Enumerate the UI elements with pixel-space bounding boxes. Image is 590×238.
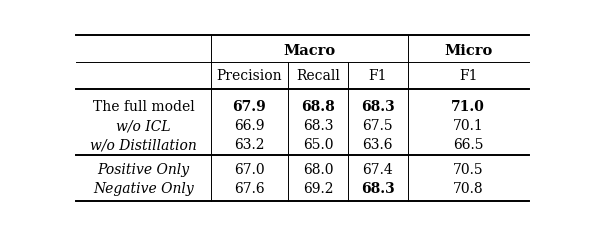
Text: 69.2: 69.2 xyxy=(303,182,333,196)
Text: 68.0: 68.0 xyxy=(303,163,333,177)
Text: Recall: Recall xyxy=(296,69,340,83)
Text: Negative Only: Negative Only xyxy=(93,182,194,196)
Text: 63.6: 63.6 xyxy=(363,138,393,152)
Text: Micro: Micro xyxy=(444,44,492,58)
Text: Positive Only: Positive Only xyxy=(97,163,189,177)
Text: w/o ICL: w/o ICL xyxy=(116,119,171,133)
Text: w/o Distillation: w/o Distillation xyxy=(90,138,197,152)
Text: 67.6: 67.6 xyxy=(234,182,265,196)
Text: 67.5: 67.5 xyxy=(362,119,393,133)
Text: The full model: The full model xyxy=(93,100,194,114)
Text: 68.3: 68.3 xyxy=(303,119,333,133)
Text: 66.5: 66.5 xyxy=(453,138,483,152)
Text: 68.8: 68.8 xyxy=(301,100,335,114)
Text: F1: F1 xyxy=(369,69,387,83)
Text: 70.8: 70.8 xyxy=(453,182,483,196)
Text: 68.3: 68.3 xyxy=(361,100,395,114)
Text: Macro: Macro xyxy=(283,44,335,58)
Text: Precision: Precision xyxy=(217,69,282,83)
Text: 66.9: 66.9 xyxy=(234,119,264,133)
Text: 71.0: 71.0 xyxy=(451,100,485,114)
Text: 67.9: 67.9 xyxy=(232,100,266,114)
Text: 70.5: 70.5 xyxy=(453,163,483,177)
Text: 67.0: 67.0 xyxy=(234,163,265,177)
Text: F1: F1 xyxy=(459,69,477,83)
Text: 70.1: 70.1 xyxy=(453,119,483,133)
Text: 65.0: 65.0 xyxy=(303,138,333,152)
Text: 68.3: 68.3 xyxy=(361,182,395,196)
Text: 67.4: 67.4 xyxy=(362,163,393,177)
Text: 63.2: 63.2 xyxy=(234,138,264,152)
